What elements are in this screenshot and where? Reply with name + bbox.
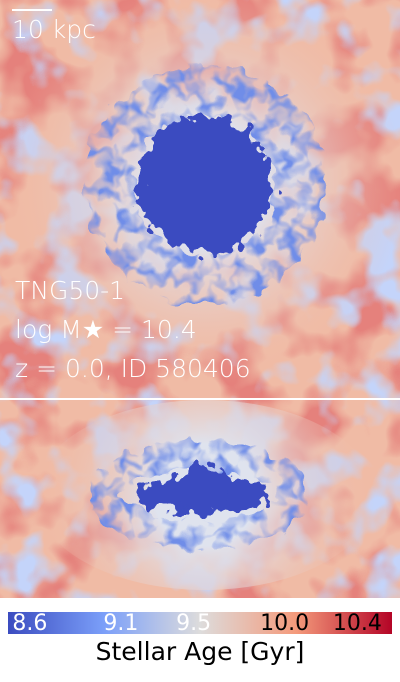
- colorbar-tick-label: 9.5: [176, 611, 211, 636]
- bulge: [180, 464, 230, 516]
- speckle-ring: [85, 65, 325, 305]
- colorbar-tick-label: 9.1: [103, 611, 138, 636]
- edge-on-panel: [0, 400, 400, 598]
- colorbar: [8, 612, 392, 634]
- colorbar-tick-label: 8.6: [12, 611, 47, 636]
- colorbar-tick-label: 10.0: [260, 611, 309, 636]
- speckle-ring: [90, 440, 310, 550]
- stellar-mass: log M★ = 10.4: [15, 315, 197, 344]
- colorbar-tick-label: 10.4: [333, 611, 382, 636]
- core: [137, 117, 273, 253]
- scale-label: 10 kpc: [12, 15, 96, 44]
- sim-name: TNG50-1: [15, 276, 125, 305]
- colorbar-label: Stellar Age [Gyr]: [96, 637, 305, 666]
- redshift-id: z = 0.0, ID 580406: [15, 354, 251, 383]
- face-on-panel: [0, 0, 400, 398]
